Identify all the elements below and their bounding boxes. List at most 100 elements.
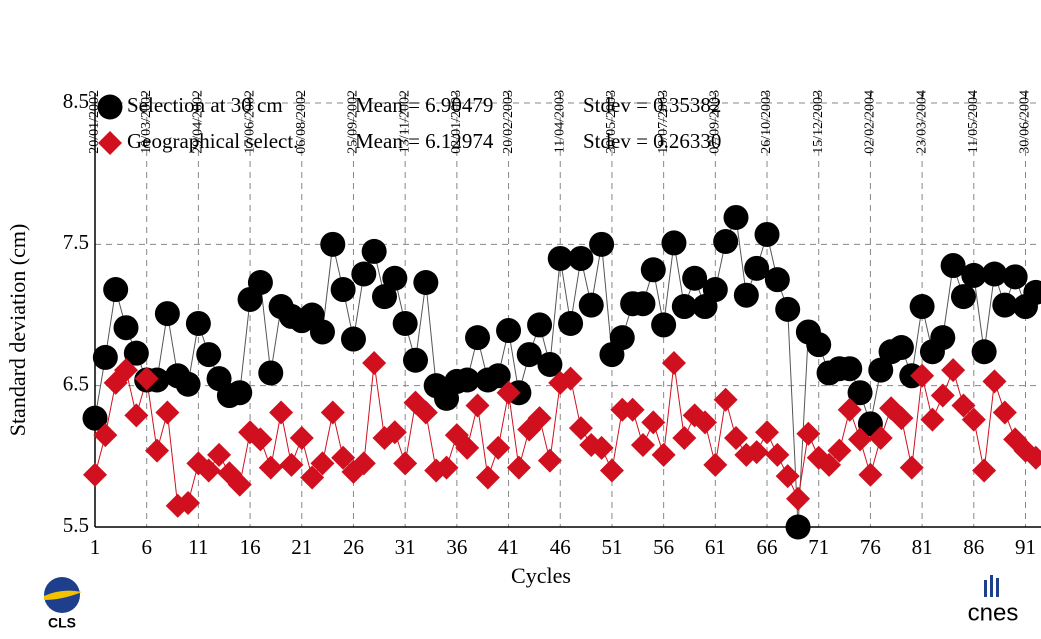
marker (920, 407, 945, 432)
marker (764, 267, 790, 293)
x-tick-label: 36 (446, 535, 467, 559)
top-date-label: 07/09/2003 (708, 90, 723, 154)
marker (661, 230, 687, 256)
marker (941, 358, 966, 383)
marker (630, 291, 656, 317)
top-date-label: 19/07/2003 (656, 90, 671, 154)
x-tick-label: 1 (90, 535, 101, 559)
marker (620, 397, 645, 422)
marker (847, 380, 873, 406)
marker (248, 427, 273, 452)
marker (910, 363, 935, 388)
y-tick-label: 8.5 (63, 89, 89, 113)
marker (961, 407, 986, 432)
marker (1002, 264, 1028, 290)
marker (992, 292, 1018, 318)
marker (362, 351, 387, 376)
x-tick-label: 71 (808, 535, 829, 559)
marker (496, 318, 522, 344)
marker (703, 452, 728, 477)
marker (279, 452, 304, 477)
marker (258, 455, 283, 480)
marker (413, 400, 438, 425)
marker (930, 325, 956, 351)
marker (1023, 445, 1041, 470)
marker (247, 269, 273, 295)
logo-text: cnes (968, 599, 1019, 626)
marker (185, 310, 211, 336)
marker (227, 380, 253, 406)
top-date-label: 30/05/2003 (604, 90, 619, 154)
marker (713, 229, 739, 255)
marker (537, 448, 562, 473)
marker (393, 451, 418, 476)
marker (320, 231, 346, 257)
marker (786, 486, 811, 511)
x-tick-label: 6 (141, 535, 152, 559)
marker (82, 405, 108, 431)
legend-marker (98, 131, 122, 155)
marker (114, 358, 139, 383)
marker (382, 420, 407, 445)
top-date-label: 13/11/2002 (397, 90, 412, 153)
x-tick-label: 46 (550, 535, 571, 559)
marker (568, 416, 593, 441)
top-date-label: 26/10/2003 (759, 90, 774, 154)
marker (516, 342, 542, 368)
marker (465, 325, 491, 351)
x-tick-label: 76 (860, 535, 881, 559)
marker (661, 351, 686, 376)
marker (951, 393, 976, 418)
marker (558, 310, 584, 336)
marker (113, 315, 139, 341)
marker (775, 464, 800, 489)
marker (723, 204, 749, 230)
marker (971, 339, 997, 365)
marker (392, 310, 418, 336)
logo-bar (996, 578, 999, 597)
x-tick-label: 91 (1015, 535, 1036, 559)
marker (413, 269, 439, 295)
legend-label: Geographical select. (127, 129, 298, 153)
marker (578, 292, 604, 318)
x-tick-label: 41 (498, 535, 519, 559)
cnes-logo: cnes (968, 575, 1019, 626)
marker (961, 262, 987, 288)
marker (269, 400, 294, 425)
x-tick-label: 56 (653, 535, 674, 559)
marker (702, 277, 728, 303)
marker (630, 433, 655, 458)
marker (940, 253, 966, 279)
legend-mean: Mean = 6.12974 (355, 129, 494, 153)
marker (785, 514, 811, 540)
top-date-label: 06/08/2002 (294, 90, 309, 154)
x-tick-label: 21 (291, 535, 312, 559)
marker (755, 420, 780, 445)
x-tick-label: 61 (705, 535, 726, 559)
marker (175, 371, 201, 397)
marker (589, 435, 614, 460)
marker (672, 425, 697, 450)
marker (320, 400, 345, 425)
marker (982, 369, 1007, 394)
marker (527, 406, 552, 431)
marker (589, 231, 615, 257)
y-tick-label: 7.5 (63, 230, 89, 254)
top-date-label: 25/09/2002 (346, 90, 361, 154)
marker (950, 284, 976, 310)
marker (1023, 279, 1041, 305)
marker (351, 261, 377, 287)
marker (692, 410, 717, 435)
top-date-label: 15/12/2003 (811, 90, 826, 154)
marker (455, 435, 480, 460)
marker (827, 438, 852, 463)
marker (858, 462, 883, 487)
marker (733, 282, 759, 308)
logo-text: CLS (48, 615, 76, 631)
marker (485, 363, 511, 389)
x-tick-label: 86 (963, 535, 984, 559)
marker (371, 284, 397, 310)
x-tick-label: 11 (188, 535, 208, 559)
marker (909, 294, 935, 320)
x-tick-label: 51 (601, 535, 622, 559)
